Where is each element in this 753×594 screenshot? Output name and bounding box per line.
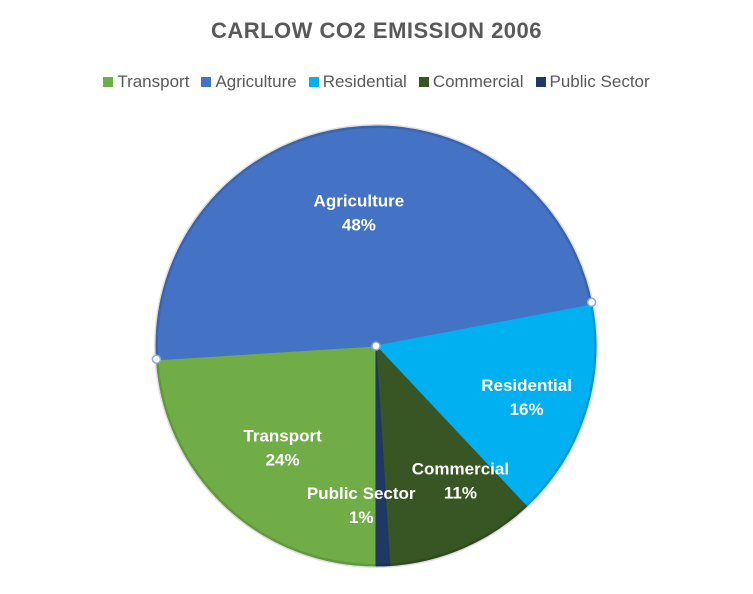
pie-slice-transport bbox=[155, 345, 377, 567]
legend-item-transport: Transport bbox=[103, 72, 189, 92]
legend-swatch bbox=[201, 77, 212, 87]
selection-handle-center[interactable] bbox=[371, 341, 381, 351]
legend-label: Public Sector bbox=[549, 72, 650, 91]
pie-slice-public-sector bbox=[375, 345, 391, 567]
legend-swatch bbox=[418, 77, 429, 87]
pie-slice-commercial bbox=[375, 344, 528, 567]
slice-label-commercial: Commercial bbox=[412, 459, 509, 478]
selection-handle[interactable] bbox=[586, 297, 597, 308]
pie-slice-rim bbox=[389, 504, 528, 568]
legend-label: Residential bbox=[322, 72, 407, 91]
legend-label: Transport bbox=[117, 72, 190, 91]
legend-item-agriculture: Agriculture bbox=[201, 72, 297, 92]
chart-title: CARLOW CO2 EMISSION 2006 bbox=[210, 18, 543, 43]
legend-item-residential: Residential bbox=[308, 72, 407, 92]
legend: Transport Agriculture Residential Commercia… bbox=[0, 72, 753, 92]
legend-item-commercial: Commercial bbox=[418, 72, 524, 92]
slice-value-residential: 16% bbox=[510, 400, 544, 419]
legend-label: Commercial bbox=[432, 72, 524, 91]
slice-value-public-sector: 1% bbox=[349, 508, 374, 527]
legend-label: Agriculture bbox=[215, 72, 297, 91]
slice-value-agriculture: 48% bbox=[342, 216, 376, 235]
slice-value-transport: 24% bbox=[266, 450, 300, 469]
slice-label-public-sector: Public Sector bbox=[307, 484, 416, 503]
pie-slice-rim bbox=[154, 359, 377, 568]
selection-handle[interactable] bbox=[151, 354, 162, 364]
legend-item-public-sector: Public Sector bbox=[535, 72, 650, 92]
legend-swatch bbox=[308, 77, 319, 87]
legend-swatch bbox=[535, 77, 546, 87]
pie-slice-residential bbox=[375, 304, 597, 508]
slice-label-transport: Transport bbox=[243, 426, 322, 445]
pie-slice-agriculture bbox=[155, 125, 593, 361]
legend-swatch bbox=[103, 77, 114, 87]
slice-label-residential: Residential bbox=[481, 376, 572, 395]
pie-slice-rim bbox=[525, 304, 598, 508]
pie-slice-rim bbox=[154, 124, 595, 360]
slice-value-commercial: 11% bbox=[444, 483, 477, 502]
slice-label-agriculture: Agriculture bbox=[314, 192, 405, 211]
